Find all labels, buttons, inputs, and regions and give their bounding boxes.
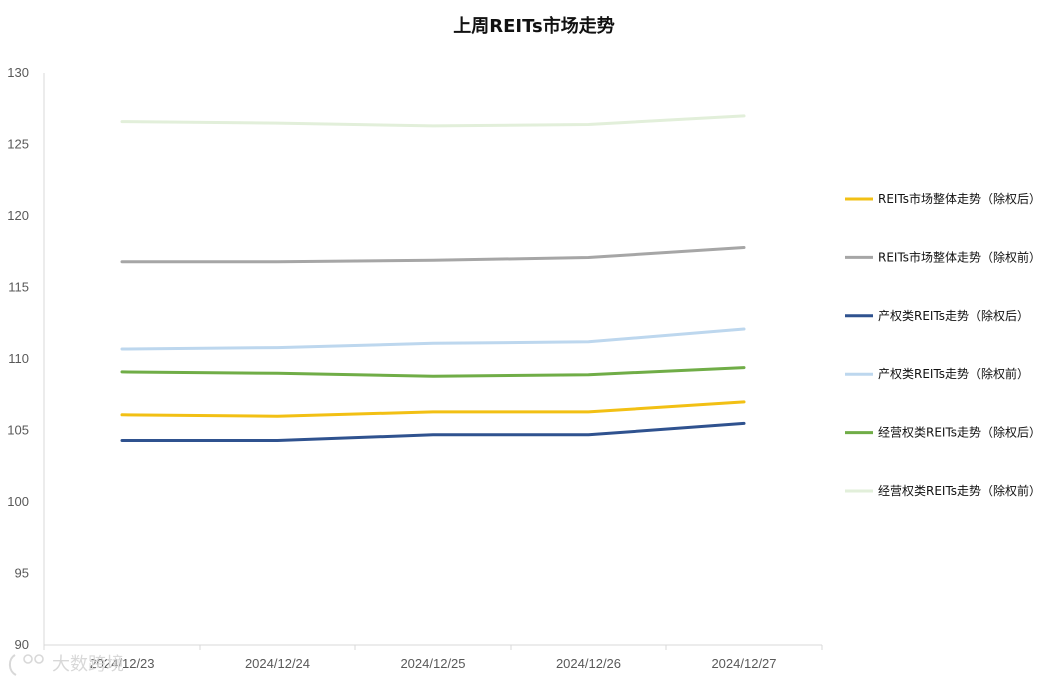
- x-tick-label: 2024/12/25: [400, 656, 465, 671]
- series-line: [120, 114, 746, 128]
- series-lines: [120, 114, 746, 442]
- y-tick-label: 115: [8, 280, 29, 295]
- x-ticks: 2024/12/23 2024/12/24 2024/12/25 2024/12/26…: [43, 645, 823, 671]
- series-line: [120, 327, 746, 351]
- legend-label: 产权类REITs走势（除权后）: [878, 308, 1029, 323]
- y-tick-label: 120: [7, 208, 29, 223]
- y-tick-label: 125: [7, 137, 29, 152]
- x-tick-label: 2024/12/24: [245, 656, 310, 671]
- legend-label: 经营权类REITs走势（除权后）: [878, 425, 1041, 440]
- y-tick-label: 95: [15, 566, 29, 581]
- series-line: [120, 246, 746, 264]
- y-tick-label: 100: [7, 494, 29, 509]
- watermark-text: 大数跨境: [52, 654, 124, 675]
- series-line: [120, 400, 746, 418]
- legend-label: REITs市场整体走势（除权前）: [878, 249, 1041, 264]
- y-tick-label: 105: [7, 423, 29, 438]
- legend-label: 产权类REITs走势（除权前）: [878, 366, 1029, 381]
- legend: REITs市场整体走势（除权后） REITs市场整体走势（除权前） 产权类REITs…: [845, 191, 1041, 498]
- chart-title: 上周REITs市场走势: [453, 15, 614, 37]
- watermark-logo-icon: [8, 654, 44, 676]
- y-tick-label: 110: [8, 351, 29, 366]
- watermark: 大数跨境: [8, 654, 124, 676]
- x-tick-label: 2024/12/27: [711, 656, 776, 671]
- series-line: [120, 366, 746, 378]
- legend-label: 经营权类REITs走势（除权前）: [878, 483, 1041, 498]
- x-tick-label: 2024/12/26: [556, 656, 621, 671]
- legend-label: REITs市场整体走势（除权后）: [878, 191, 1041, 206]
- series-line: [120, 421, 746, 442]
- y-tick-label: 90: [15, 637, 29, 652]
- y-ticks: 90 95 100 105 110 115 120 125 130: [7, 65, 29, 652]
- x-tick-label: 2024/12/23: [89, 656, 154, 671]
- y-tick-label: 130: [7, 65, 29, 80]
